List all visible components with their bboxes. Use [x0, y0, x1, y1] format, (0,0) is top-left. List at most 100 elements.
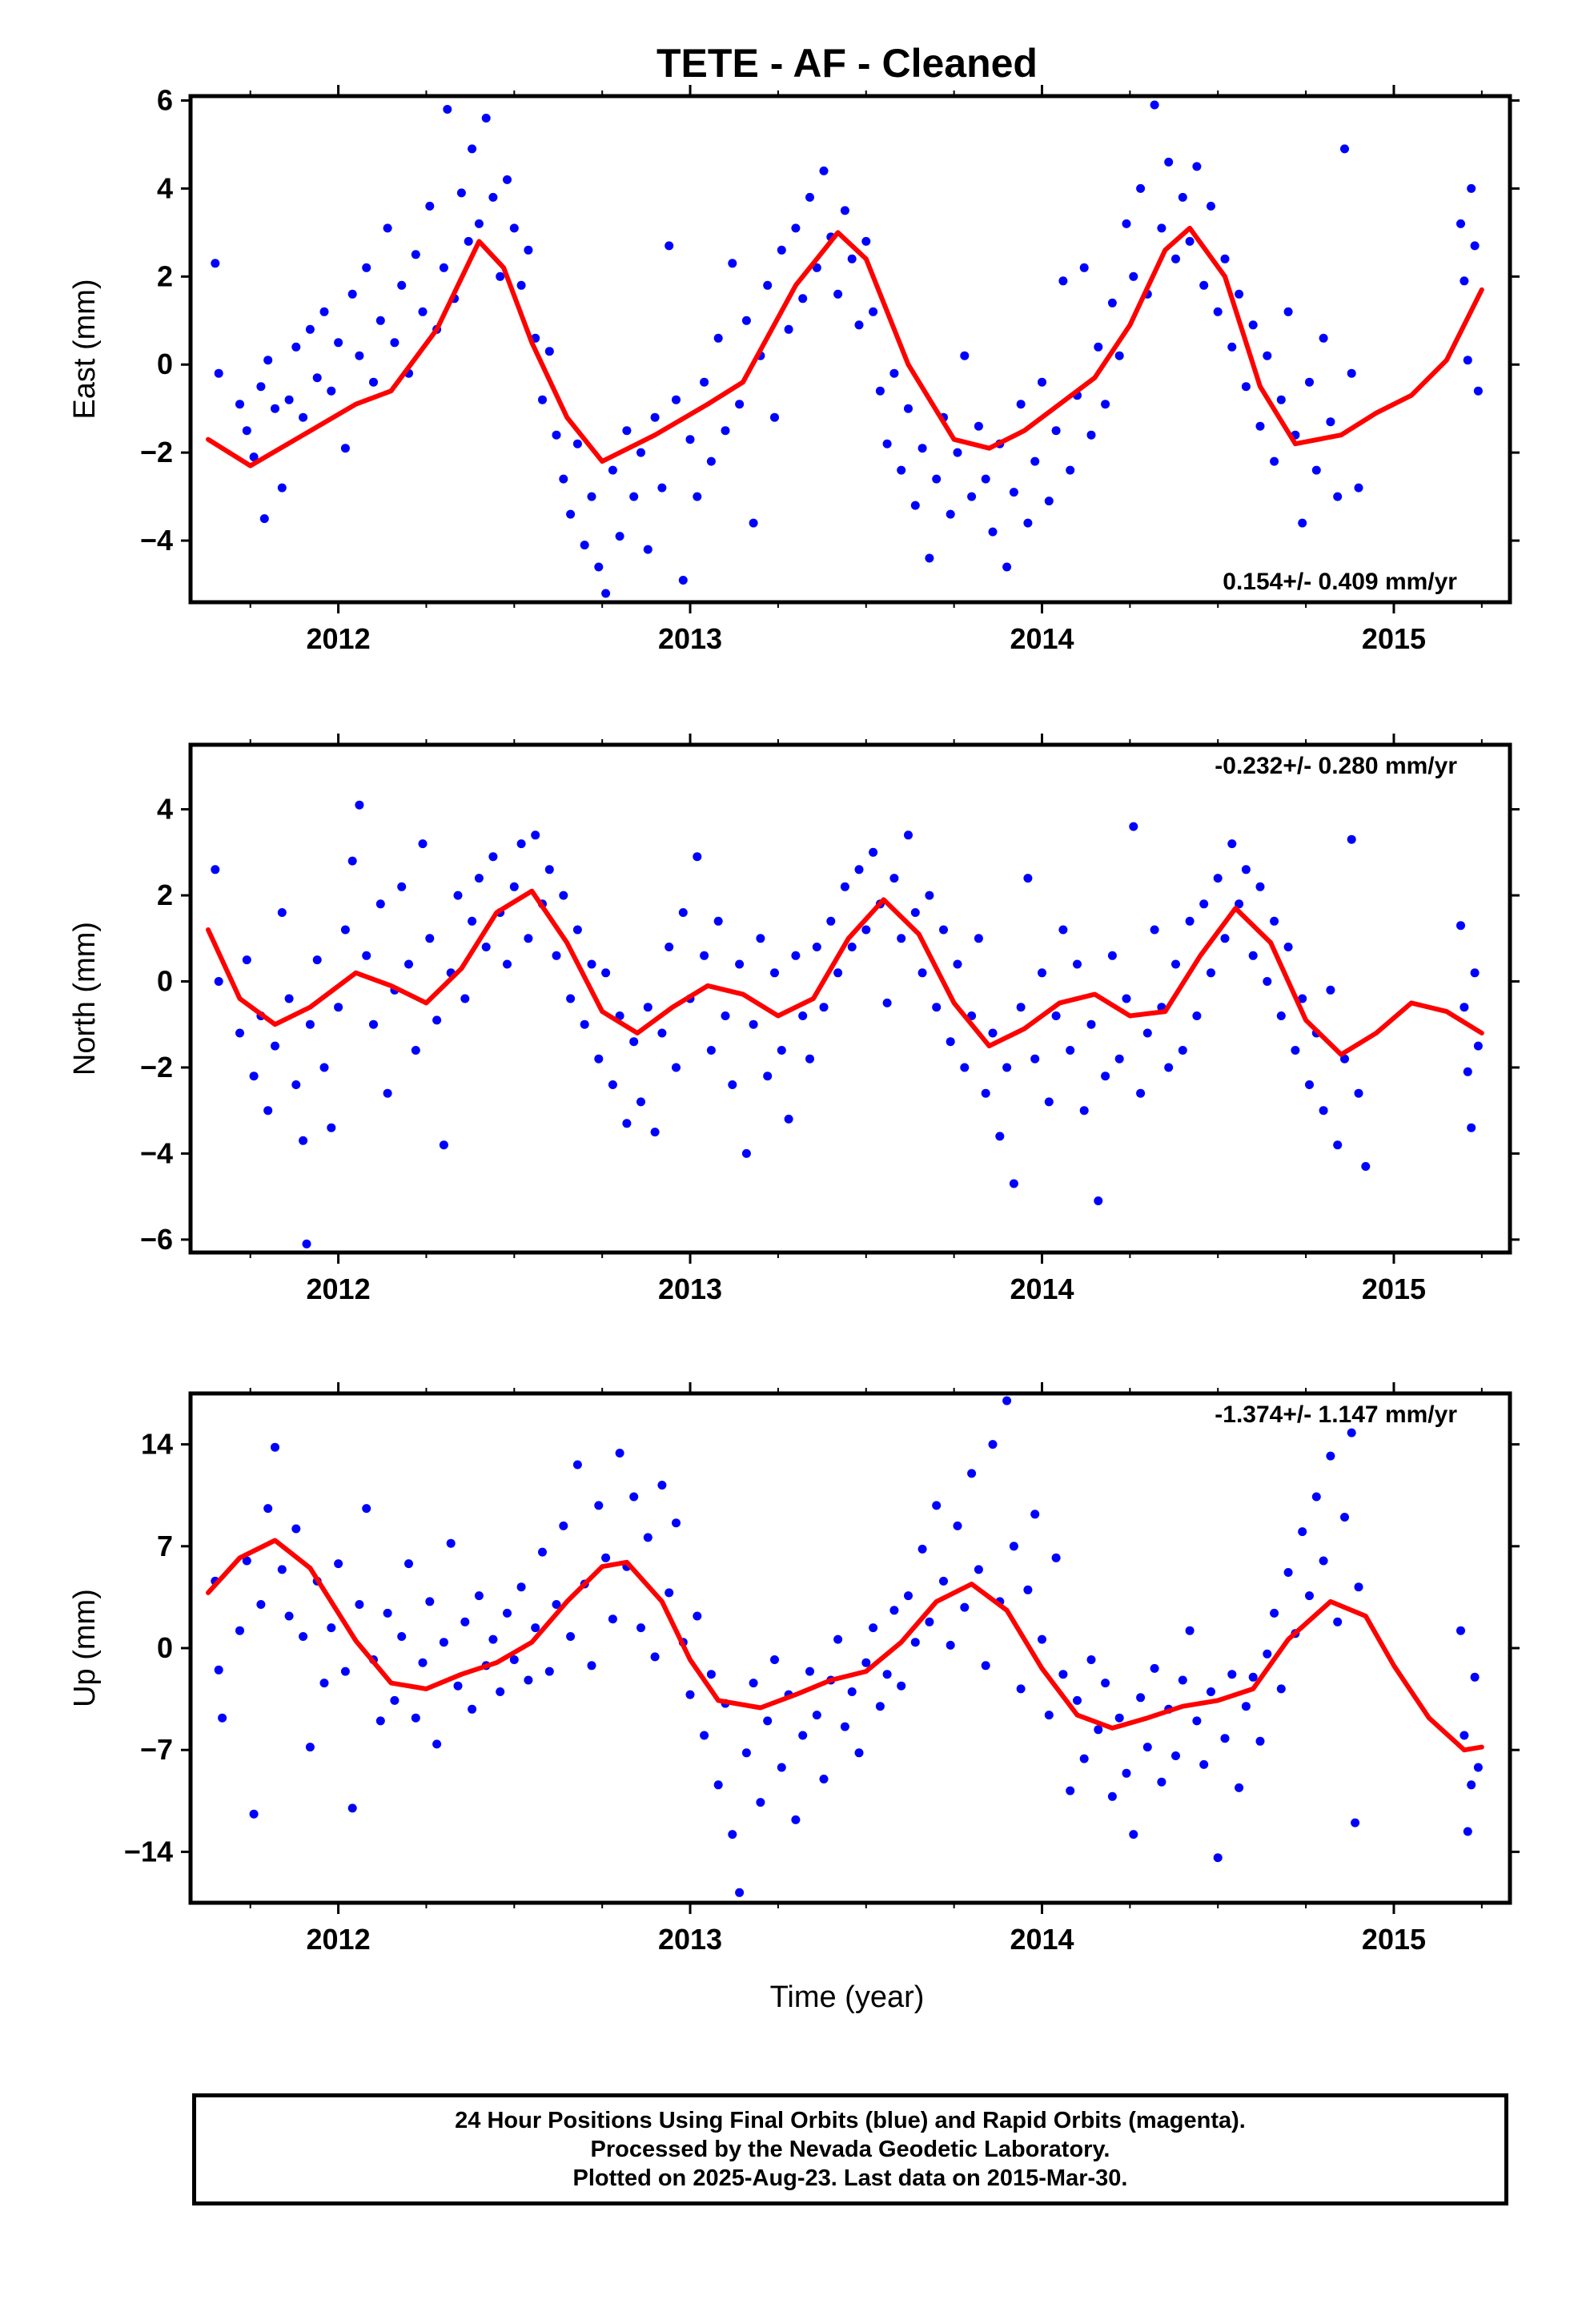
- up-data-point: [960, 1602, 970, 1612]
- up-data-point: [1220, 1734, 1230, 1743]
- up-rate-label: -1.374+/- 1.147 mm/yr: [1215, 1401, 1457, 1428]
- up-data-point: [1305, 1591, 1314, 1601]
- north-data-point: [700, 951, 709, 960]
- north-data-point: [594, 1054, 604, 1063]
- north-data-point: [974, 934, 983, 943]
- north-data-point: [1073, 959, 1082, 969]
- east-data-point: [629, 492, 639, 501]
- up-data-point: [798, 1731, 808, 1740]
- up-data-point: [882, 1670, 892, 1679]
- up-data-point: [1241, 1702, 1251, 1711]
- east-panel: −4 −2 0 2 4 6 2012 2013 2014 2015 East (mm) 0.154+/…: [68, 83, 1520, 655]
- east-data-point: [242, 426, 251, 436]
- up-data-point: [1136, 1693, 1146, 1703]
- east-data-point: [1058, 276, 1068, 286]
- up-data-point: [1185, 1626, 1195, 1635]
- north-data-point: [1207, 968, 1215, 978]
- up-data-point: [263, 1504, 273, 1514]
- up-data-point: [861, 1658, 871, 1667]
- north-data-point: [271, 1041, 279, 1051]
- north-data-point: [1227, 839, 1237, 849]
- north-data-point: [249, 1072, 259, 1081]
- east-data-point: [1270, 456, 1279, 466]
- north-data-point: [741, 1148, 751, 1158]
- east-data-point: [235, 400, 244, 409]
- east-data-point: [263, 356, 273, 365]
- east-data-point: [1460, 276, 1469, 286]
- east-data-point: [693, 492, 702, 501]
- footer-line-1: 24 Hour Positions Using Final Orbits (bl…: [455, 2108, 1246, 2133]
- east-data-point: [327, 386, 336, 396]
- east-data-point: [496, 271, 505, 281]
- north-data-point: [488, 852, 498, 862]
- x-axis-label: Time (year): [770, 1980, 925, 2014]
- east-data-point: [1333, 492, 1343, 501]
- up-data-point: [214, 1665, 223, 1675]
- north-data-point: [665, 943, 674, 951]
- up-data-point: [910, 1638, 920, 1647]
- north-data-point: [812, 943, 821, 951]
- east-data-point: [601, 589, 611, 598]
- east-data-point: [763, 280, 773, 290]
- north-data-point: [693, 852, 702, 862]
- east-data-point: [594, 562, 604, 572]
- north-data-point: [474, 874, 484, 883]
- up-data-point: [1051, 1553, 1061, 1562]
- up-y-tick-label: 7: [157, 1530, 173, 1562]
- north-data-point: [1347, 834, 1356, 844]
- east-y-axis-label: East (mm): [68, 279, 102, 419]
- east-data-point: [1354, 483, 1363, 493]
- east-data-point: [1114, 351, 1124, 360]
- east-data-point: [840, 206, 849, 215]
- east-data-point: [917, 444, 927, 453]
- up-data-point: [1023, 1585, 1033, 1594]
- up-data-point: [700, 1731, 709, 1740]
- north-data-point: [418, 839, 428, 849]
- north-data-point: [1009, 1179, 1018, 1188]
- up-data-point: [1157, 1777, 1166, 1787]
- up-data-point: [587, 1661, 596, 1671]
- up-data-point: [932, 1501, 942, 1510]
- east-data-point: [277, 483, 287, 493]
- up-data-point: [939, 1576, 948, 1586]
- up-data-point: [875, 1702, 885, 1711]
- north-data-point: [721, 1011, 730, 1020]
- east-data-point: [211, 259, 220, 268]
- north-data-point: [1178, 1046, 1187, 1055]
- east-data-point: [967, 492, 977, 501]
- north-data-point: [636, 1097, 645, 1107]
- north-data-point: [882, 998, 892, 1007]
- east-data-point: [334, 338, 343, 348]
- north-data-point: [312, 955, 322, 965]
- up-data-point: [650, 1652, 660, 1662]
- up-data-point: [355, 1600, 364, 1609]
- east-data-point: [249, 452, 259, 462]
- up-data-point: [1101, 1679, 1110, 1688]
- north-data-point: [1016, 1003, 1026, 1012]
- east-data-point: [1326, 417, 1335, 427]
- north-data-point: [946, 1037, 955, 1047]
- east-data-point: [643, 545, 652, 554]
- east-data-point: [1044, 497, 1054, 506]
- up-data-point: [1030, 1510, 1040, 1519]
- north-data-point: [756, 934, 765, 943]
- north-data-point: [460, 994, 470, 1003]
- east-data-point: [932, 474, 942, 484]
- east-data-point: [728, 259, 737, 268]
- up-data-point: [1009, 1542, 1018, 1551]
- north-data-point: [214, 977, 223, 986]
- up-data-point: [741, 1748, 751, 1758]
- up-data-point: [706, 1670, 716, 1679]
- east-data-point: [524, 245, 533, 255]
- east-data-point: [1009, 488, 1018, 497]
- east-y-tick-label: 6: [157, 83, 173, 116]
- east-data-point: [1340, 144, 1349, 154]
- up-data-point: [327, 1623, 336, 1633]
- up-points: [211, 1396, 1483, 1897]
- up-data-point: [249, 1809, 259, 1819]
- north-data-point: [397, 882, 407, 891]
- up-data-point: [1255, 1736, 1265, 1746]
- up-data-point: [840, 1722, 849, 1731]
- east-data-point: [1305, 377, 1314, 387]
- up-plot-frame: [188, 1391, 1512, 1905]
